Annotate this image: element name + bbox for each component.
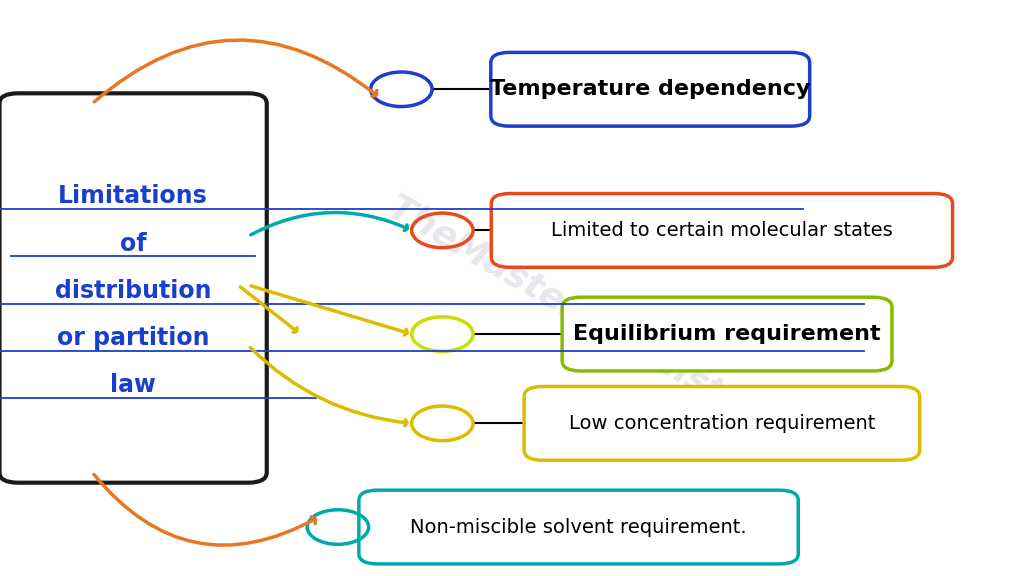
- FancyBboxPatch shape: [524, 386, 920, 460]
- Text: Limitations: Limitations: [58, 184, 208, 209]
- FancyBboxPatch shape: [0, 93, 266, 483]
- FancyBboxPatch shape: [358, 490, 799, 564]
- Text: law: law: [111, 373, 156, 397]
- FancyBboxPatch shape: [492, 194, 952, 267]
- Text: Equilibrium requirement: Equilibrium requirement: [573, 324, 881, 344]
- Text: or partition: or partition: [57, 326, 209, 350]
- Text: Limited to certain molecular states: Limited to certain molecular states: [551, 221, 893, 240]
- FancyBboxPatch shape: [490, 52, 810, 126]
- Text: TheMasterChemistry: TheMasterChemistry: [382, 191, 765, 431]
- FancyBboxPatch shape: [562, 297, 892, 371]
- Text: Temperature dependency: Temperature dependency: [490, 79, 810, 99]
- Text: Non-miscible solvent requirement.: Non-miscible solvent requirement.: [411, 518, 746, 536]
- Text: Low concentration requirement: Low concentration requirement: [568, 414, 876, 433]
- Text: of: of: [120, 232, 146, 256]
- Text: distribution: distribution: [55, 279, 211, 303]
